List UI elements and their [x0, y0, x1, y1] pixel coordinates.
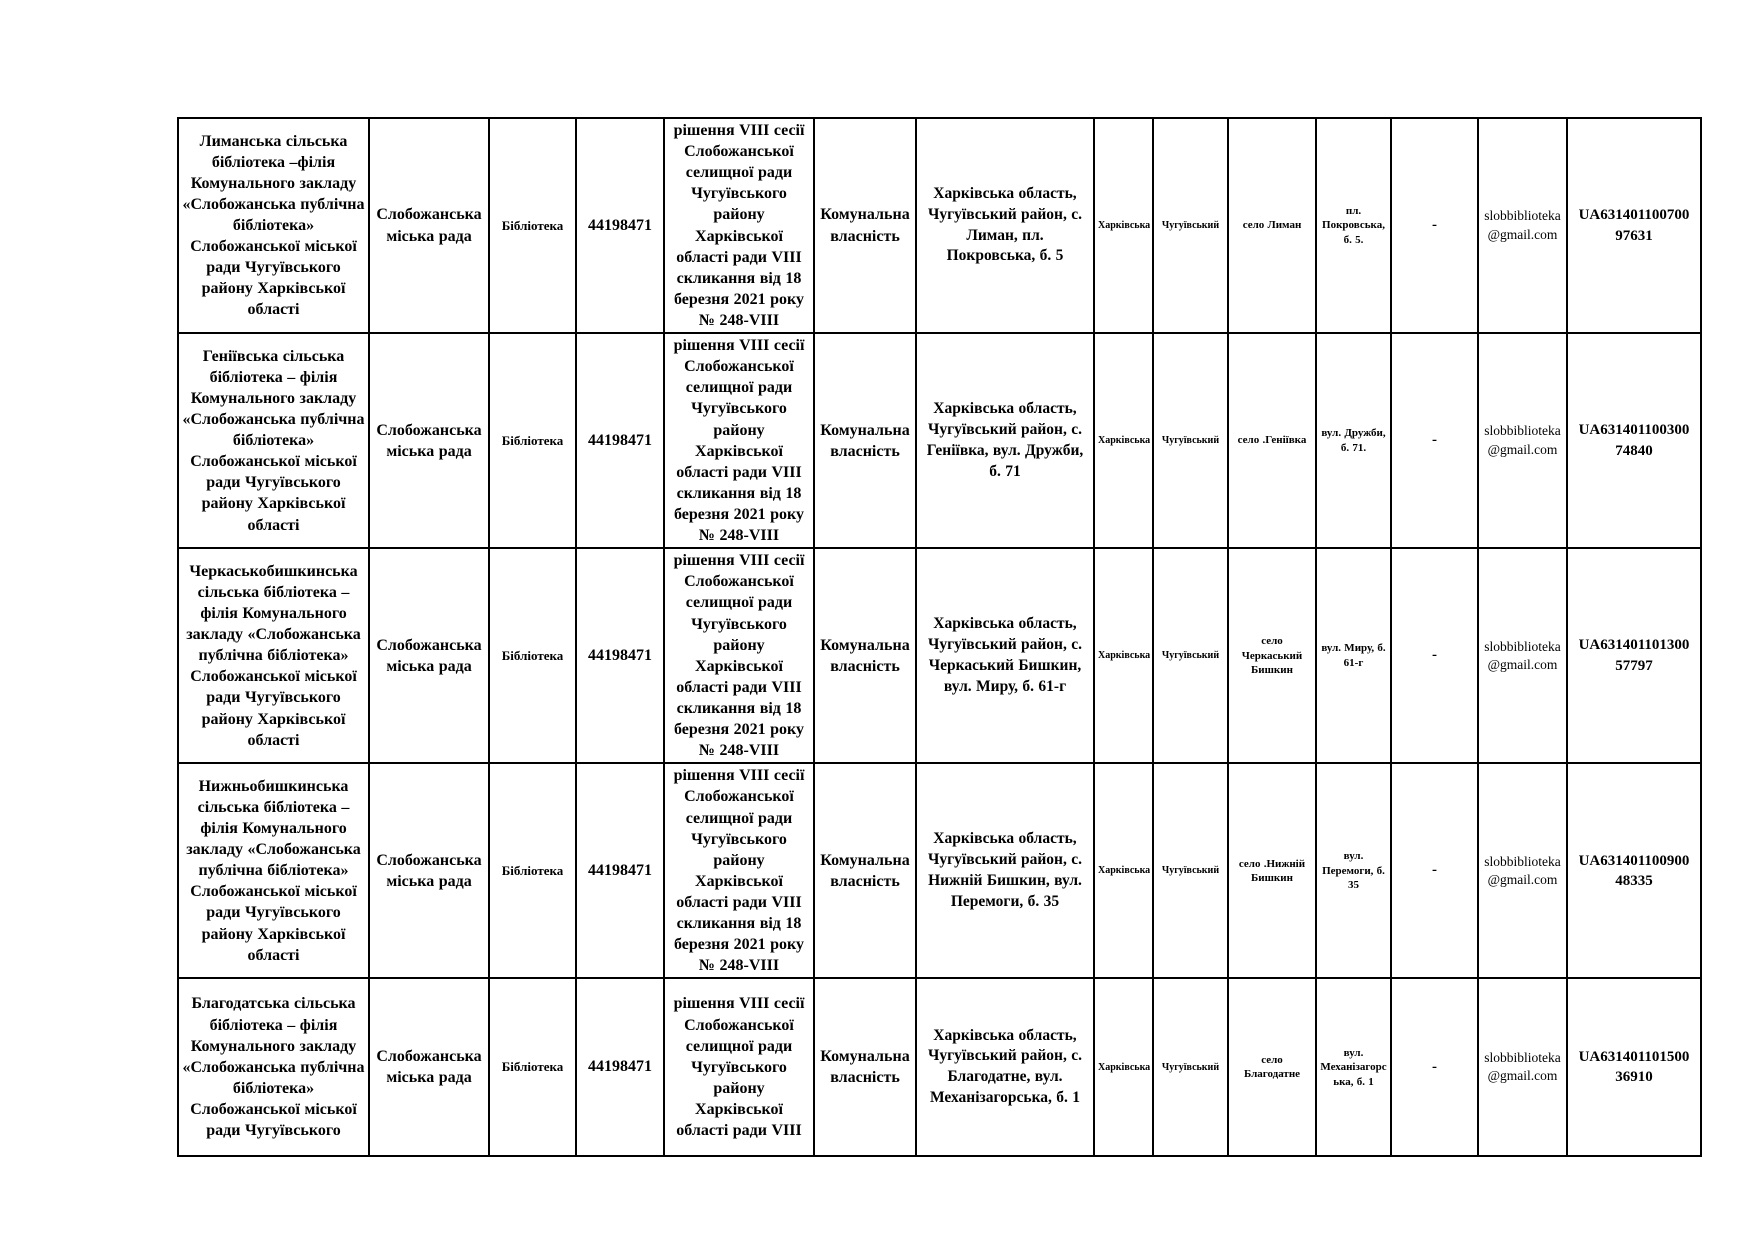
cell-region: Харківська — [1093, 762, 1154, 980]
cell-email: slobbiblioteka@gmail.com — [1477, 977, 1568, 1158]
cell-founding-document: рішення VIII сесії Слобожанської селищно… — [663, 547, 815, 765]
cell-library-name: Благодатська сільська бібліотека – філія… — [177, 977, 370, 1158]
cell-phone: - — [1390, 547, 1479, 765]
cell-type: Бібліотека — [488, 116, 577, 335]
cell-region: Харківська — [1093, 116, 1154, 335]
cell-library-name: Геніївська сільська бібліотека – філія К… — [177, 332, 370, 550]
cell-ownership: Комунальна власність — [813, 116, 917, 335]
cell-settlement: село .Нижній Бишкин — [1227, 762, 1317, 980]
cell-district: Чугуївський — [1152, 332, 1229, 550]
cell-email: slobbiblioteka@gmail.com — [1477, 116, 1568, 335]
cell-library-name: Лиманська сільська бібліотека –філія Ком… — [177, 116, 370, 335]
cell-email: slobbiblioteka@gmail.com — [1477, 762, 1568, 980]
cell-email: slobbiblioteka@gmail.com — [1477, 332, 1568, 550]
cell-street: пл. Покровська, б. 5. — [1315, 116, 1392, 335]
cell-phone: - — [1390, 332, 1479, 550]
cell-region: Харківська — [1093, 977, 1154, 1158]
cell-street: вул. Механізагорська, б. 1 — [1315, 977, 1392, 1158]
cell-edrpou-code: 44198471 — [575, 762, 665, 980]
cell-ownership: Комунальна власність — [813, 977, 917, 1158]
cell-founder: Слобожанська міська рада — [368, 547, 490, 765]
cell-type: Бібліотека — [488, 332, 577, 550]
cell-iban: UA631401100300 74840 — [1566, 332, 1702, 550]
cell-settlement: село Лиман — [1227, 116, 1317, 335]
cell-edrpou-code: 44198471 — [575, 116, 665, 335]
cell-phone: - — [1390, 116, 1479, 335]
cell-edrpou-code: 44198471 — [575, 332, 665, 550]
table-row: Нижньобишкинська сільська бібліотека – ф… — [177, 762, 1702, 980]
cell-type: Бібліотека — [488, 977, 577, 1158]
cell-library-name: Нижньобишкинська сільська бібліотека – ф… — [177, 762, 370, 980]
cell-iban: UA631401100700 97631 — [1566, 116, 1702, 335]
cell-address: Харківська область, Чугуївський район, с… — [915, 116, 1095, 335]
cell-iban: UA631401100900 48335 — [1566, 762, 1702, 980]
cell-region: Харківська — [1093, 547, 1154, 765]
library-registry-table: Лиманська сільська бібліотека –філія Ком… — [177, 116, 1702, 1158]
cell-type: Бібліотека — [488, 762, 577, 980]
cell-founding-document: рішення VIII сесії Слобожанської селищно… — [663, 332, 815, 550]
cell-street: вул. Перемоги, б. 35 — [1315, 762, 1392, 980]
cell-founding-document: рішення VIII сесії Слобожанської селищно… — [663, 762, 815, 980]
cell-district: Чугуївський — [1152, 116, 1229, 335]
cell-type: Бібліотека — [488, 547, 577, 765]
cell-founder: Слобожанська міська рада — [368, 116, 490, 335]
table-row: Черкаськобишкинська сільська бібліотека … — [177, 547, 1702, 765]
cell-phone: - — [1390, 977, 1479, 1158]
cell-street: вул. Дружби, б. 71. — [1315, 332, 1392, 550]
cell-library-name: Черкаськобишкинська сільська бібліотека … — [177, 547, 370, 765]
cell-ownership: Комунальна власність — [813, 332, 917, 550]
cell-address: Харківська область, Чугуївський район, с… — [915, 547, 1095, 765]
cell-district: Чугуївський — [1152, 547, 1229, 765]
cell-edrpou-code: 44198471 — [575, 977, 665, 1158]
cell-region: Харківська — [1093, 332, 1154, 550]
cell-founder: Слобожанська міська рада — [368, 332, 490, 550]
cell-ownership: Комунальна власність — [813, 762, 917, 980]
table-row: Лиманська сільська бібліотека –філія Ком… — [177, 116, 1702, 335]
cell-phone: - — [1390, 762, 1479, 980]
cell-address: Харківська область, Чугуївський район, с… — [915, 762, 1095, 980]
cell-ownership: Комунальна власність — [813, 547, 917, 765]
cell-iban: UA631401101300 57797 — [1566, 547, 1702, 765]
table-row: Благодатська сільська бібліотека – філія… — [177, 977, 1702, 1158]
cell-address: Харківська область, Чугуївський район, с… — [915, 977, 1095, 1158]
cell-address: Харківська область, Чугуївський район, с… — [915, 332, 1095, 550]
cell-district: Чугуївський — [1152, 762, 1229, 980]
table-row: Геніївська сільська бібліотека – філія К… — [177, 332, 1702, 550]
cell-founding-document: рішення VIII сесії Слобожанської селищно… — [663, 977, 815, 1158]
cell-settlement: село Благодатне — [1227, 977, 1317, 1158]
cell-settlement: село Черкаський Бишкин — [1227, 547, 1317, 765]
cell-district: Чугуївський — [1152, 977, 1229, 1158]
cell-edrpou-code: 44198471 — [575, 547, 665, 765]
cell-street: вул. Миру, б. 61-г — [1315, 547, 1392, 765]
cell-founding-document: рішення VIII сесії Слобожанської селищно… — [663, 116, 815, 335]
cell-settlement: село .Геніївка — [1227, 332, 1317, 550]
cell-founder: Слобожанська міська рада — [368, 977, 490, 1158]
cell-email: slobbiblioteka@gmail.com — [1477, 547, 1568, 765]
cell-founder: Слобожанська міська рада — [368, 762, 490, 980]
cell-iban: UA631401101500 36910 — [1566, 977, 1702, 1158]
